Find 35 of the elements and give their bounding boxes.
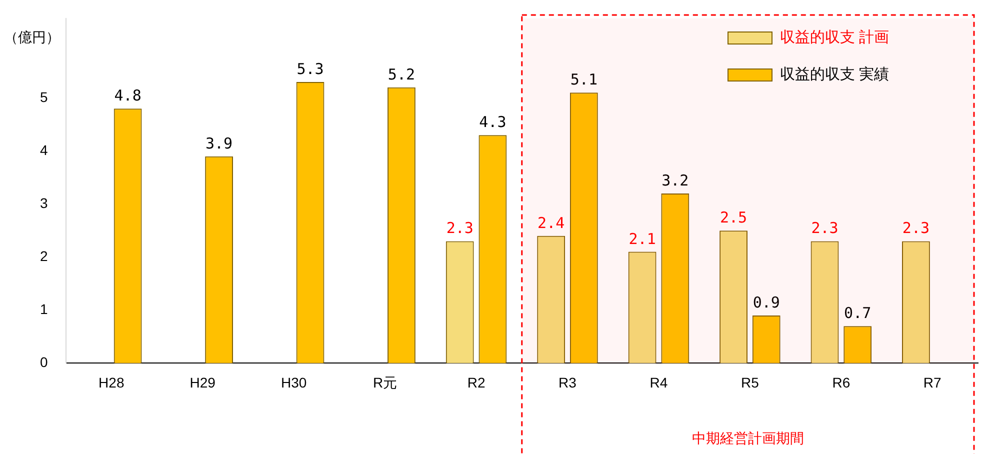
y-tick-label: 3 [40, 194, 48, 211]
data-label: 0.7 [844, 304, 872, 322]
data-label: 2.3 [902, 219, 930, 238]
data-label: 4.3 [479, 113, 506, 132]
data-label: 4.8 [114, 86, 142, 105]
y-tick-label: 0 [40, 354, 48, 370]
x-tick-label: R4 [650, 374, 668, 390]
x-tick-label: R5 [740, 374, 760, 390]
data-label: 2.4 [538, 214, 565, 232]
y-tick-label: 4 [40, 142, 48, 158]
data-label: 2.1 [628, 230, 656, 248]
data-label: 2.3 [811, 219, 838, 238]
data-label: 0.9 [752, 293, 780, 312]
y-tick-label: 1 [40, 301, 48, 318]
x-tick-label: R7 [923, 374, 942, 390]
x-tick-label: R元 [373, 374, 398, 390]
x-tick-label: R3 [558, 374, 577, 390]
y-axis-title: （億円） [4, 28, 60, 45]
data-label: 3.2 [662, 171, 689, 190]
y-tick-label: 5 [40, 88, 48, 105]
x-tick-label: H29 [190, 374, 216, 390]
data-label: 5.3 [296, 60, 324, 78]
data-label: 2.5 [720, 208, 748, 227]
legend-label: 収益的収支 実績 [780, 66, 890, 84]
data-label: 2.3 [446, 219, 474, 238]
y-tick-label: 2 [40, 248, 48, 264]
x-tick-label: R6 [832, 374, 850, 390]
data-label: 5.1 [570, 70, 598, 89]
data-label: 3.9 [205, 134, 233, 152]
data-label: 5.2 [388, 65, 416, 84]
x-tick-label: H28 [98, 374, 124, 390]
x-tick-label: R2 [467, 374, 486, 390]
x-tick-label: H30 [280, 374, 307, 390]
band-label: 中期経営計画期間 [692, 430, 804, 446]
legend-label: 収益的収支 計画 [780, 29, 890, 46]
